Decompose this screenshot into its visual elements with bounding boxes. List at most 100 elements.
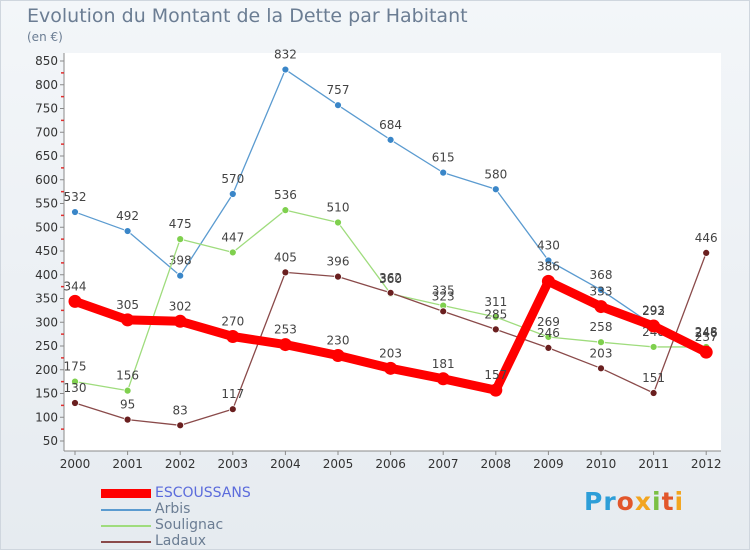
data-label-soulignac: 536 <box>274 188 297 202</box>
x-tick-label: 2009 <box>533 457 564 471</box>
data-label-escoussans: 302 <box>169 299 192 313</box>
y-tick-label: 650 <box>35 149 58 163</box>
x-tick-label: 2005 <box>323 457 354 471</box>
data-point-ladaux <box>544 343 553 352</box>
data-label-arbis: 570 <box>221 172 244 186</box>
data-point-arbis <box>491 185 500 194</box>
logo-part-2: o <box>616 487 635 516</box>
data-point-escoussans <box>489 383 503 397</box>
plot-area <box>64 53 721 451</box>
data-label-escoussans: 237 <box>695 330 718 344</box>
data-point-escoussans <box>436 372 450 386</box>
data-label-escoussans: 270 <box>221 315 244 329</box>
data-label-arbis: 684 <box>379 118 402 132</box>
data-point-arbis <box>544 256 553 265</box>
data-label-escoussans: 181 <box>432 357 455 371</box>
data-label-arbis: 615 <box>432 151 455 165</box>
legend-swatch <box>101 489 151 498</box>
data-label-arbis: 757 <box>327 83 350 97</box>
data-point-arbis <box>228 190 237 198</box>
x-tick-label: 2003 <box>218 457 249 471</box>
data-label-soulignac: 335 <box>432 284 455 298</box>
data-point-soulignac <box>228 248 237 257</box>
data-point-arbis <box>386 135 395 144</box>
legend-swatch <box>101 541 151 543</box>
data-point-escoussans <box>699 345 713 359</box>
data-point-escoussans <box>647 319 661 333</box>
data-point-ladaux <box>123 415 132 424</box>
data-point-escoussans <box>594 300 608 314</box>
data-label-soulignac: 311 <box>484 295 507 309</box>
data-label-soulignac: 510 <box>327 201 350 215</box>
data-point-soulignac <box>649 343 658 351</box>
data-point-arbis <box>439 168 448 177</box>
data-point-soulignac <box>281 206 290 215</box>
x-tick-label: 2010 <box>586 457 617 471</box>
data-label-ladaux: 285 <box>484 307 507 321</box>
data-label-arbis: 368 <box>590 268 613 282</box>
y-tick-label: 400 <box>35 268 58 282</box>
data-label-escoussans: 230 <box>327 334 350 348</box>
data-point-arbis <box>281 65 290 74</box>
data-label-escoussans: 333 <box>590 285 613 299</box>
data-point-ladaux <box>281 268 290 277</box>
data-point-ladaux <box>491 325 500 334</box>
data-label-ladaux: 246 <box>537 326 560 340</box>
data-point-arbis <box>597 286 605 294</box>
data-point-soulignac <box>123 386 132 395</box>
data-point-ladaux <box>649 389 658 397</box>
data-label-arbis: 246 <box>695 326 718 340</box>
y-tick-label: 150 <box>35 387 58 401</box>
data-label-escoussans: 386 <box>537 259 560 273</box>
legend-swatch <box>101 509 151 511</box>
data-label-escoussans: 305 <box>116 298 139 312</box>
data-label-escoussans: 292 <box>642 304 665 318</box>
data-point-arbis <box>176 271 185 280</box>
y-tick-label: 850 <box>35 54 58 68</box>
legend-label: Soulignac <box>155 517 224 533</box>
data-point-escoussans <box>541 274 555 288</box>
x-tick-label: 2000 <box>60 457 91 471</box>
data-label-ladaux: 396 <box>327 255 350 269</box>
y-tick-label: 600 <box>35 173 58 187</box>
x-tick-label: 2001 <box>112 457 143 471</box>
x-tick-label: 2002 <box>165 457 196 471</box>
data-point-escoussans <box>121 313 135 327</box>
data-point-ladaux <box>702 248 711 257</box>
data-label-ladaux: 117 <box>221 387 244 401</box>
data-label-ladaux: 95 <box>120 398 135 412</box>
data-label-soulignac: 156 <box>116 369 139 383</box>
series-escoussans: 344 305 302 270 253 230 203 181 157 386 333 292 237 <box>64 259 718 397</box>
proxiti-logo: Proxiti <box>584 487 684 516</box>
data-point-soulignac <box>71 377 79 386</box>
logo-part-3: x <box>634 487 652 516</box>
x-tick-label: 2008 <box>481 457 512 471</box>
logo-part-6: i <box>674 487 685 516</box>
data-label-arbis: 832 <box>274 48 297 62</box>
data-label-arbis: 293 <box>642 304 665 318</box>
y-tick-label: 100 <box>35 410 58 424</box>
data-label-arbis: 492 <box>116 209 139 223</box>
legend-label: ESCOUSSANS <box>155 485 251 501</box>
logo-part-4: i <box>651 487 662 516</box>
x-tick-label: 2007 <box>428 457 459 471</box>
data-point-ladaux <box>386 288 395 297</box>
data-label-ladaux: 362 <box>379 271 402 285</box>
data-label-ladaux: 130 <box>64 381 87 395</box>
data-point-soulignac <box>334 218 342 227</box>
data-point-ladaux <box>439 307 448 316</box>
data-point-ladaux <box>176 421 185 430</box>
data-label-escoussans: 253 <box>274 323 297 337</box>
data-point-ladaux <box>228 405 237 414</box>
logo-part-5: t <box>661 487 675 516</box>
data-label-escoussans: 157 <box>484 368 507 382</box>
data-label-soulignac: 175 <box>64 360 87 374</box>
x-tick-label: 2011 <box>638 457 669 471</box>
data-point-escoussans <box>226 330 240 343</box>
data-point-soulignac <box>176 235 185 244</box>
y-tick-label: 800 <box>35 78 58 92</box>
data-point-escoussans <box>384 361 398 375</box>
y-tick-label: 750 <box>35 102 58 116</box>
logo-part-1: Pr <box>584 487 617 516</box>
data-label-soulignac: 447 <box>221 230 244 244</box>
